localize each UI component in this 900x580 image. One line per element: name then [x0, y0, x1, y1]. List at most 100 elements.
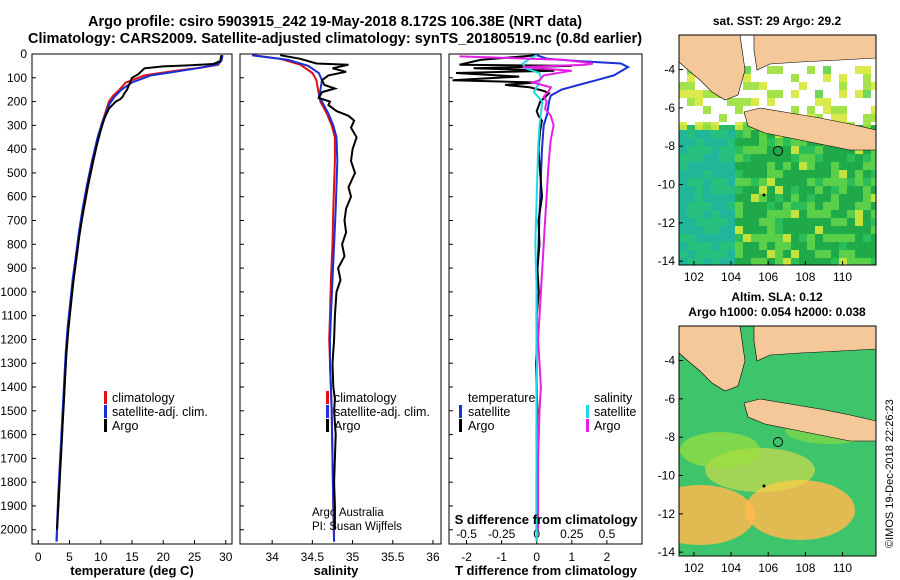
sst-cell	[759, 146, 767, 154]
s-difference-axis-label: S difference from climatology	[455, 512, 639, 527]
sst-cell	[791, 90, 799, 98]
sst-cell	[839, 194, 847, 202]
sst-cell	[719, 202, 727, 210]
sst-cell	[719, 130, 727, 138]
sst-cell	[735, 98, 743, 106]
sst-cell	[799, 186, 807, 194]
sst-cell	[807, 106, 815, 114]
sst-cell	[855, 170, 863, 178]
sst-cell	[839, 74, 847, 82]
sst-cell	[799, 178, 807, 186]
sst-cell	[727, 170, 735, 178]
sst-cell	[679, 210, 687, 218]
map-y-tick-label: -10	[658, 469, 676, 483]
sst-cell	[783, 154, 791, 162]
sst-cell	[791, 178, 799, 186]
sst-cell	[743, 258, 751, 265]
legend-swatch-s-satellite	[586, 405, 589, 418]
java-land	[743, 107, 876, 151]
sst-cell	[743, 178, 751, 186]
map-y-tick-label: -8	[664, 430, 675, 444]
sst-cell	[751, 218, 759, 226]
sst-cell	[703, 186, 711, 194]
sst-cell	[871, 234, 876, 242]
sst-cell	[775, 138, 783, 146]
sst-cell	[735, 202, 743, 210]
depth-tick-label: 1000	[0, 285, 27, 299]
sst-cell	[791, 194, 799, 202]
sst-cell	[863, 170, 871, 178]
salinity-series	[251, 54, 358, 542]
sst-cell	[775, 146, 783, 154]
x-tick-label: 35.5	[381, 550, 405, 564]
sst-cell	[703, 122, 711, 130]
sst-cell	[823, 74, 831, 82]
sst-cell	[679, 194, 687, 202]
sst-cell	[735, 170, 743, 178]
sst-cell	[687, 226, 695, 234]
sst-cell	[751, 186, 759, 194]
sst-cell	[711, 234, 719, 242]
java-land	[743, 398, 876, 442]
sst-cell	[735, 162, 743, 170]
sst-cell	[687, 90, 695, 98]
sst-cell	[831, 154, 839, 162]
sst-cell	[767, 186, 775, 194]
sst-cell	[711, 226, 719, 234]
sst-cell	[687, 234, 695, 242]
sst-cell	[687, 242, 695, 250]
sst-cell	[711, 154, 719, 162]
sst-cell	[871, 242, 876, 250]
sst-cell	[695, 226, 703, 234]
sst-cell	[695, 98, 703, 106]
sst-cell	[871, 186, 876, 194]
sst-cell	[783, 210, 791, 218]
sst-cell	[703, 162, 711, 170]
sst-cell	[863, 242, 871, 250]
sst-cell	[719, 162, 727, 170]
sst-cell	[863, 90, 871, 98]
sst-cell	[711, 210, 719, 218]
sst-cell	[847, 218, 855, 226]
sst-cell	[807, 258, 815, 265]
depth-tick-label: 1900	[0, 499, 27, 513]
sst-cell	[767, 146, 775, 154]
sst-cell	[759, 250, 767, 258]
sst-cell	[695, 122, 703, 130]
sst-cell	[743, 226, 751, 234]
sst-cell	[871, 178, 876, 186]
sst-cell	[735, 146, 743, 154]
sst-cell	[687, 186, 695, 194]
sst-cell	[799, 258, 807, 265]
sst-cell	[823, 258, 831, 265]
sst-cell	[815, 98, 823, 106]
sst-cell	[855, 66, 863, 74]
sst-cell	[799, 138, 807, 146]
sst-cell	[871, 226, 876, 234]
legend-swatch-t-argo	[459, 419, 462, 432]
sst-cell	[703, 106, 711, 114]
sst-cell	[807, 186, 815, 194]
sst-cell	[679, 130, 687, 138]
sst-cell	[847, 178, 855, 186]
sst-cell	[759, 170, 767, 178]
sst-cell	[863, 122, 871, 130]
sst-cell	[727, 186, 735, 194]
depth-tick-label: 1100	[1, 309, 27, 323]
sst-cell	[727, 194, 735, 202]
sst-cell	[775, 258, 783, 265]
temperature-series	[55, 54, 224, 542]
depth-tick-label: 1700	[0, 451, 27, 465]
sst-cell	[703, 90, 711, 98]
sst-cell	[871, 82, 876, 90]
map-y-tick-label: -4	[664, 354, 675, 368]
sst-cell	[727, 138, 735, 146]
sst-cell	[703, 258, 711, 265]
sst-cell	[679, 234, 687, 242]
sst-cell	[767, 178, 775, 186]
sst-cell	[735, 130, 743, 138]
sst-cell	[783, 146, 791, 154]
sst-cell	[775, 90, 783, 98]
sst-cell	[775, 210, 783, 218]
sst-cell	[767, 66, 775, 74]
